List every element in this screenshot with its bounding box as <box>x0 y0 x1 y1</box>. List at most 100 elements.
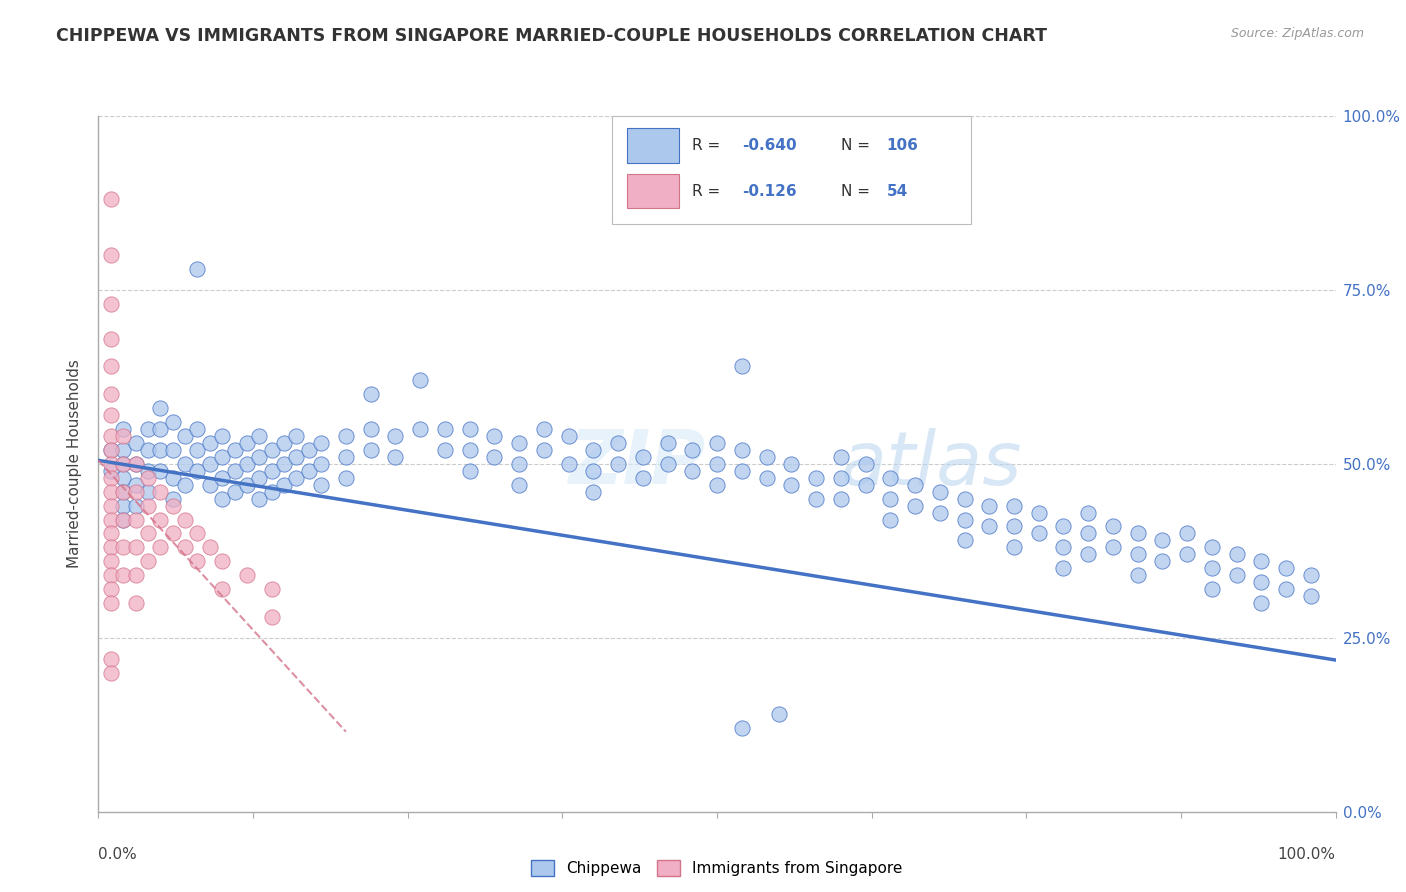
Point <box>1002 499 1025 513</box>
Point <box>211 471 233 485</box>
Point <box>100 484 122 499</box>
Point <box>198 541 221 555</box>
Point <box>211 491 233 506</box>
Point <box>136 554 159 568</box>
Point <box>1052 541 1074 555</box>
Point <box>582 484 605 499</box>
Point <box>136 464 159 478</box>
Text: 54: 54 <box>887 184 908 199</box>
Text: ZIP: ZIP <box>568 427 706 500</box>
Point <box>1028 506 1050 520</box>
Point <box>1126 526 1149 541</box>
Point <box>100 408 122 422</box>
Point <box>458 422 481 436</box>
Point <box>273 477 295 491</box>
Point <box>309 477 332 491</box>
Point <box>100 442 122 457</box>
FancyBboxPatch shape <box>627 128 679 162</box>
Point <box>335 450 357 464</box>
Point <box>174 477 197 491</box>
Point <box>198 457 221 471</box>
Point <box>149 464 172 478</box>
Point <box>607 457 630 471</box>
Point <box>285 429 308 443</box>
Point <box>1077 526 1099 541</box>
Point <box>1250 554 1272 568</box>
Point <box>731 359 754 374</box>
Point <box>100 442 122 457</box>
Point <box>112 484 135 499</box>
Point <box>100 651 122 665</box>
Point <box>458 442 481 457</box>
Point <box>928 506 950 520</box>
Point <box>100 596 122 610</box>
Point <box>236 457 259 471</box>
Point <box>260 484 283 499</box>
Point <box>755 471 778 485</box>
Point <box>631 450 654 464</box>
Point <box>149 401 172 416</box>
Point <box>1052 561 1074 575</box>
Point <box>136 484 159 499</box>
Point <box>100 554 122 568</box>
Point <box>247 471 270 485</box>
Point <box>1275 582 1298 596</box>
Point <box>953 533 976 548</box>
Point <box>706 457 728 471</box>
Point <box>731 464 754 478</box>
Point <box>100 457 122 471</box>
Point <box>174 457 197 471</box>
Text: 100.0%: 100.0% <box>1278 847 1336 862</box>
Point <box>247 491 270 506</box>
Point <box>260 582 283 596</box>
Point <box>904 477 927 491</box>
Point <box>162 499 184 513</box>
Point <box>979 519 1001 533</box>
Point <box>1226 568 1249 582</box>
Point <box>236 436 259 450</box>
Point <box>136 442 159 457</box>
Point <box>1002 519 1025 533</box>
Point <box>298 442 321 457</box>
Point <box>433 422 456 436</box>
Point <box>124 484 146 499</box>
Point <box>309 436 332 450</box>
Text: 0.0%: 0.0% <box>98 847 138 862</box>
Point <box>162 491 184 506</box>
Point <box>124 541 146 555</box>
Point <box>409 373 432 387</box>
Point <box>100 193 122 207</box>
Point <box>149 422 172 436</box>
Point <box>1201 541 1223 555</box>
FancyBboxPatch shape <box>612 116 970 224</box>
Point <box>112 568 135 582</box>
Point <box>260 464 283 478</box>
Point <box>830 450 852 464</box>
Point <box>224 484 246 499</box>
Point <box>124 568 146 582</box>
Point <box>100 297 122 311</box>
Point <box>124 457 146 471</box>
Point <box>100 332 122 346</box>
Point <box>149 442 172 457</box>
Point <box>162 526 184 541</box>
Point <box>508 477 530 491</box>
Point <box>186 442 208 457</box>
Point <box>260 442 283 457</box>
Point <box>1126 568 1149 582</box>
Point <box>360 442 382 457</box>
Point <box>186 422 208 436</box>
Point <box>855 477 877 491</box>
Point <box>1226 547 1249 561</box>
Point <box>484 429 506 443</box>
Point <box>136 526 159 541</box>
Point <box>1152 533 1174 548</box>
Point <box>879 471 901 485</box>
Point <box>124 436 146 450</box>
Text: N =: N = <box>841 184 875 199</box>
Point <box>100 582 122 596</box>
Point <box>174 541 197 555</box>
Text: -0.640: -0.640 <box>742 137 796 153</box>
Point <box>731 721 754 735</box>
Point <box>631 471 654 485</box>
